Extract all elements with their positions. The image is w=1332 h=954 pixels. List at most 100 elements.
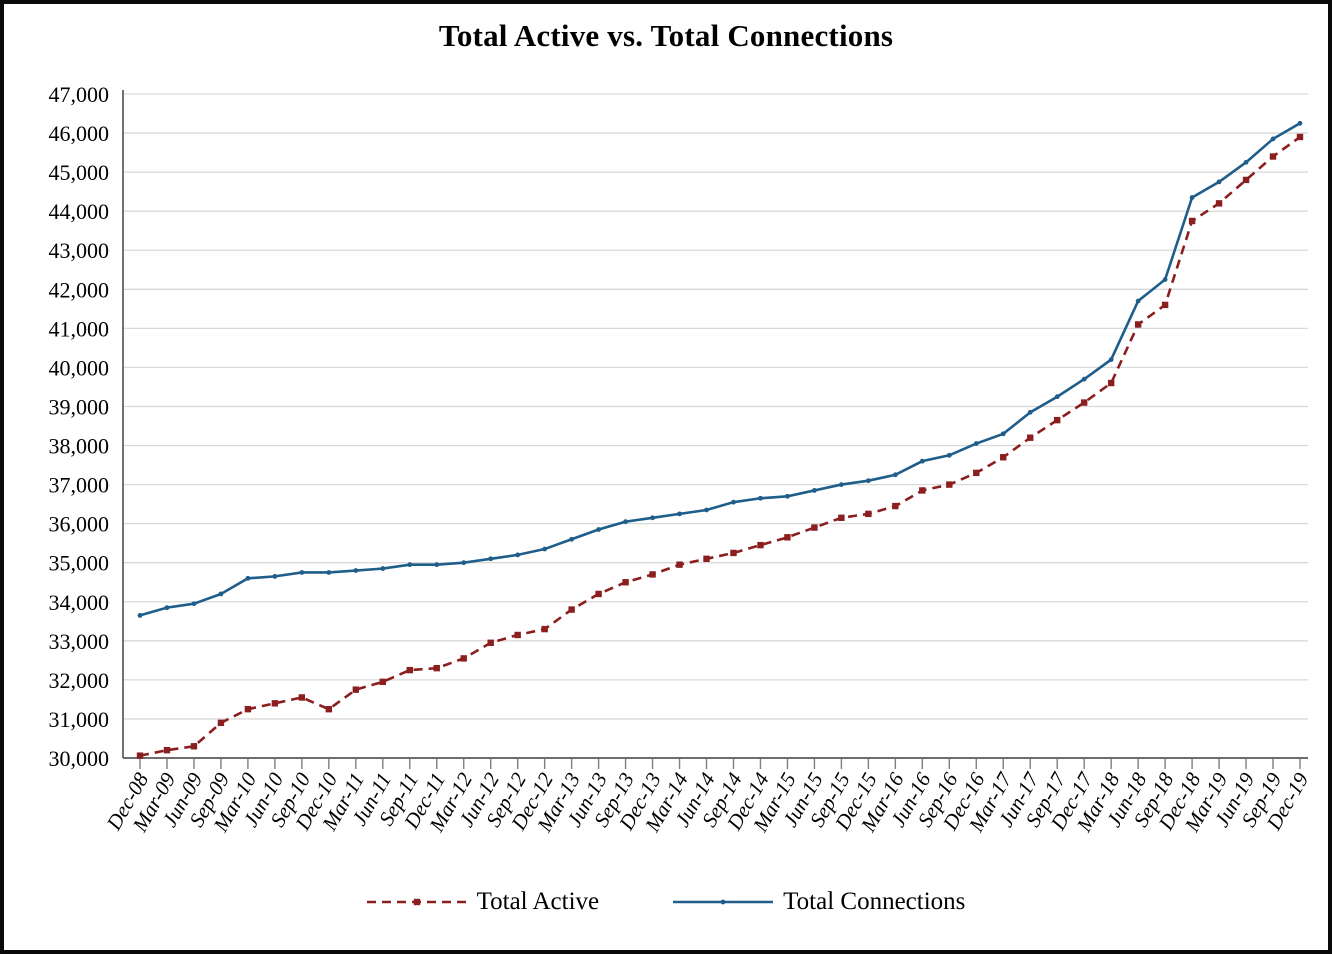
legend-marker (413, 898, 420, 906)
data-point-total-active (1215, 200, 1223, 207)
total-active-line-swatch (366, 898, 467, 906)
data-point-total-connections (785, 493, 790, 499)
data-point-total-active (379, 678, 386, 686)
y-tick-label: 47,000 (49, 82, 110, 107)
chart-legend: Total Active Total Connections (4, 888, 1328, 916)
y-tick-label: 34,000 (49, 590, 110, 615)
data-point-total-active (811, 524, 818, 531)
data-point-total-connections (865, 478, 871, 484)
data-point-total-connections (326, 570, 332, 575)
data-point-total-connections (973, 441, 979, 446)
y-tick-label: 30,000 (49, 746, 110, 771)
data-point-total-connections (1135, 298, 1141, 304)
data-point-total-connections (704, 507, 709, 513)
data-point-total-connections (1000, 431, 1006, 437)
data-point-total-active (568, 606, 575, 613)
data-point-total-connections (461, 560, 467, 566)
y-tick-label: 31,000 (49, 707, 110, 732)
legend-item-total-connections: Total Connections (673, 888, 965, 916)
data-point-total-active (487, 639, 494, 646)
y-tick-label: 37,000 (49, 473, 110, 498)
data-point-total-connections (1162, 277, 1168, 282)
data-point-total-connections (677, 511, 682, 517)
data-point-total-connections (569, 536, 575, 542)
data-point-total-connections (299, 570, 305, 575)
data-point-total-connections (164, 605, 170, 611)
data-point-total-connections (892, 472, 898, 478)
data-point-total-active (649, 571, 656, 578)
data-point-total-active (460, 655, 467, 662)
data-point-total-connections (218, 591, 224, 597)
data-point-total-active (1054, 416, 1061, 424)
y-tick-label: 36,000 (49, 512, 110, 537)
data-point-total-connections (1081, 376, 1087, 382)
data-point-total-active (595, 590, 602, 598)
y-tick-label: 32,000 (49, 668, 110, 693)
data-point-total-active (622, 579, 629, 586)
y-tick-label: 46,000 (49, 121, 110, 146)
data-point-total-connections (946, 452, 952, 458)
data-point-total-active (1242, 176, 1250, 184)
data-point-total-connections (542, 546, 548, 552)
data-point-total-active (676, 561, 683, 568)
y-tick-label: 44,000 (49, 199, 110, 224)
data-point-total-connections (272, 573, 278, 579)
series-line-total-active (139, 135, 1301, 757)
data-point-total-active (730, 549, 737, 557)
y-tick-label: 39,000 (49, 394, 110, 419)
data-point-total-connections (1108, 357, 1114, 362)
data-point-total-active (433, 664, 440, 672)
data-point-total-connections (1054, 394, 1060, 400)
data-point-total-connections (623, 519, 628, 525)
legend-marker (720, 899, 726, 905)
data-point-total-active (1027, 434, 1034, 441)
y-tick-label: 45,000 (49, 160, 110, 185)
y-tick-label: 43,000 (49, 238, 110, 263)
data-point-total-connections (1189, 195, 1195, 200)
data-point-total-active (190, 743, 198, 750)
line-chart-plot: 30,000 31,000 32,000 33,000 34,000 35,000 36,0… (49, 82, 1314, 837)
legend-label-total-active: Total Active (476, 888, 600, 915)
data-point-total-active (406, 666, 413, 674)
chart-title: Total Active vs. Total Connections (438, 18, 894, 53)
data-point-total-active (271, 700, 279, 707)
data-point-total-active (865, 510, 872, 518)
data-point-total-connections (1243, 159, 1249, 165)
data-point-total-connections (812, 488, 817, 493)
data-point-total-connections (1297, 120, 1303, 126)
data-point-total-active (298, 694, 306, 701)
data-point-total-active (136, 752, 144, 759)
data-point-total-active (1107, 379, 1115, 387)
data-point-total-active (541, 625, 548, 633)
data-point-total-active (757, 541, 764, 549)
data-point-total-connections (596, 527, 602, 532)
data-point-total-connections (434, 562, 440, 568)
data-point-total-active (946, 481, 953, 488)
data-point-total-connections (919, 458, 925, 464)
data-point-total-active (919, 487, 926, 494)
y-tick-label: 42,000 (49, 277, 110, 302)
data-point-total-connections (758, 495, 763, 501)
legend-item-total-active: Total Active (366, 888, 600, 916)
y-tick-label: 35,000 (49, 551, 110, 576)
data-point-total-active (1080, 399, 1088, 406)
data-point-total-connections (407, 562, 413, 568)
data-point-total-active (838, 514, 845, 521)
data-point-total-active (325, 705, 333, 713)
y-tick-label: 41,000 (49, 316, 110, 341)
data-point-total-active (1296, 133, 1304, 141)
series-line-total-connections (139, 122, 1301, 617)
data-point-total-active (703, 555, 710, 562)
data-point-total-active (1134, 321, 1142, 328)
data-point-total-active (1161, 301, 1169, 309)
data-point-total-active (1269, 153, 1277, 160)
data-point-total-active (217, 719, 225, 727)
data-point-total-active (244, 705, 252, 713)
data-point-total-connections (353, 568, 359, 573)
data-point-total-connections (838, 482, 844, 487)
data-point-total-active (892, 502, 899, 510)
data-point-total-connections (488, 556, 494, 562)
data-point-total-connections (731, 499, 736, 505)
data-point-total-connections (1216, 179, 1222, 185)
